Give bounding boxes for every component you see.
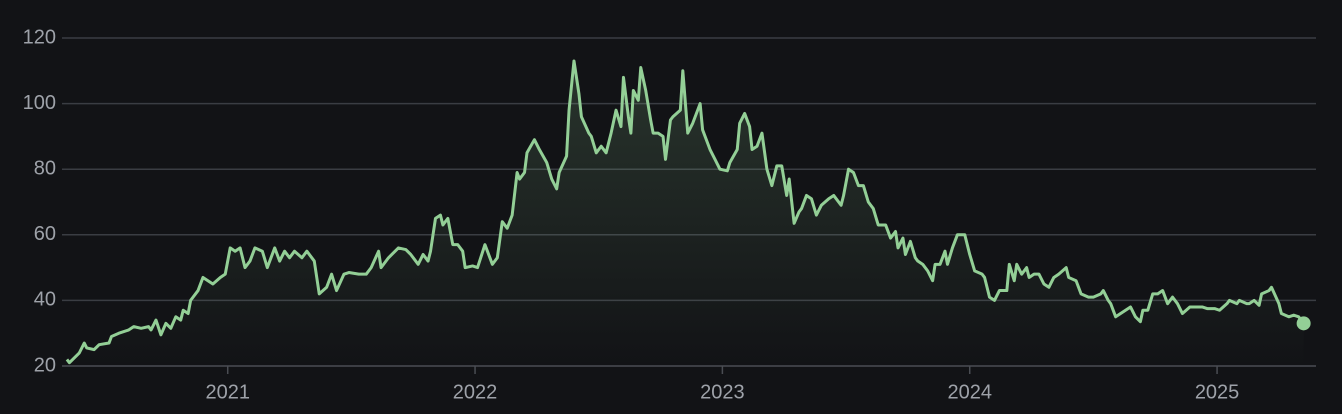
area-fill (66, 60, 1304, 367)
y-tick-label: 80 (34, 157, 56, 179)
x-tick-label: 2022 (453, 381, 498, 403)
y-tick-label: 60 (34, 223, 56, 245)
last-point (1296, 316, 1311, 331)
line (65, 59, 1305, 365)
x-tick-label: 2025 (1195, 381, 1240, 403)
y-tick-label: 120 (23, 26, 56, 48)
x-tick-label: 2023 (700, 381, 745, 403)
x-tick-label: 2021 (205, 381, 250, 403)
y-tick-label: 20 (34, 354, 56, 376)
x-tick-label: 2024 (947, 381, 992, 403)
y-tick-label: 40 (34, 289, 56, 311)
y-tick-label: 100 (23, 92, 56, 114)
